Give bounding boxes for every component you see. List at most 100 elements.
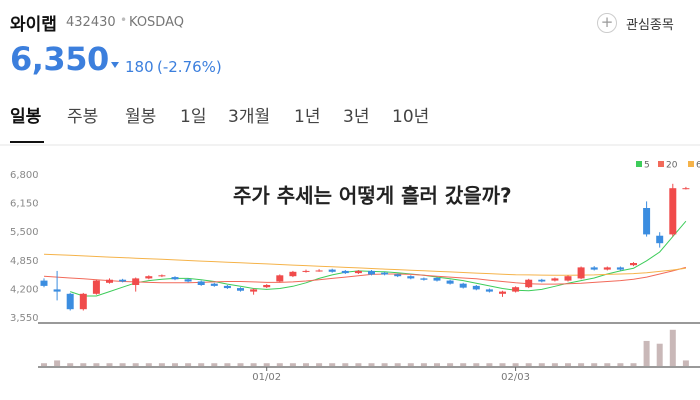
stock-code: 432430 (66, 15, 116, 30)
candle-body (79, 293, 87, 310)
tab[interactable]: 3년 (343, 107, 370, 127)
candle-body (485, 289, 493, 292)
volume-bar (420, 363, 427, 366)
candle-body (630, 263, 637, 266)
tab[interactable]: 10년 (392, 107, 430, 127)
candle-body (394, 274, 402, 277)
candle-body (512, 287, 520, 292)
candle-body (40, 280, 48, 286)
volume-bar (289, 363, 296, 366)
watch-button[interactable]: 관심종목 (626, 18, 674, 33)
volume-bar (447, 363, 454, 366)
volume-bar (669, 329, 676, 366)
volume-bar (578, 363, 585, 366)
candle-body (92, 280, 100, 294)
legend-swatch (636, 161, 642, 167)
candle-body (433, 277, 441, 281)
volume-bar (276, 363, 283, 366)
candle-body (276, 275, 284, 282)
change: 180 (125, 58, 154, 76)
volume-bar (54, 360, 61, 366)
watch-icon[interactable]: + (597, 13, 617, 33)
tab[interactable]: 월봉 (125, 107, 157, 127)
market: KOSDAQ (129, 15, 184, 30)
candle-body (643, 208, 651, 235)
candle-body (577, 267, 585, 279)
volume-bar (67, 363, 74, 366)
tab[interactable]: 주봉 (67, 107, 99, 127)
volume-bar (434, 363, 440, 366)
y-tick-label: 4,850 (10, 256, 39, 267)
change-pct: (-2.76%) (157, 58, 222, 76)
volume-bar (250, 363, 257, 366)
volume-bar (381, 363, 388, 366)
volume-bar (473, 363, 480, 366)
candle-body (525, 279, 533, 288)
candle-body (250, 289, 258, 292)
candle-body (145, 276, 153, 279)
candle-body (328, 269, 336, 272)
candle-body (263, 285, 271, 288)
volume-bar (617, 363, 624, 366)
volume-bar (342, 363, 349, 366)
price: 6,350 (10, 40, 109, 78)
candle-body (368, 270, 375, 275)
candle-body (132, 278, 140, 285)
candle-body (656, 235, 664, 244)
candle-body (223, 285, 231, 289)
ma-line (43, 266, 687, 285)
candle-body (407, 276, 415, 279)
volume-bar (80, 363, 87, 366)
volume-bar (499, 363, 506, 366)
candle-body (499, 291, 506, 294)
candle-body (171, 277, 179, 280)
candle-body (354, 270, 362, 274)
candle-body (237, 288, 244, 291)
down-arrow (111, 62, 119, 68)
tab[interactable]: 3개월 (228, 107, 271, 127)
volume-bar (303, 363, 309, 366)
legend-swatch (658, 161, 664, 167)
volume-bar (237, 363, 244, 366)
volume-bar (682, 360, 689, 366)
candle-body (381, 272, 389, 275)
y-tick-label: 3,550 (10, 313, 39, 324)
volume-bar (656, 343, 663, 366)
tab[interactable]: 1년 (294, 107, 321, 127)
annotation-bg (228, 180, 608, 212)
volume-bar (185, 363, 192, 366)
candle-body (302, 270, 310, 272)
volume-bar (316, 363, 323, 366)
volume-bar (551, 363, 558, 366)
volume-bar (198, 363, 205, 366)
tab[interactable]: 1일 (180, 107, 207, 127)
legend-label: 60 (696, 161, 700, 171)
candle-body (210, 283, 218, 286)
volume-bar (158, 363, 165, 366)
candle-body (66, 293, 74, 310)
y-tick-label: 4,200 (10, 284, 39, 295)
candle-body (551, 278, 559, 281)
candle-body (119, 279, 127, 282)
candle-body (538, 279, 546, 282)
ma-line (70, 220, 687, 297)
y-tick-label: 5,500 (10, 227, 39, 238)
tab-underline (10, 141, 44, 143)
annotation: 주가 추세는 어떻게 흘러 갔을까? (233, 184, 512, 208)
volume-bar (604, 363, 611, 366)
tab[interactable]: 일봉 (10, 107, 42, 127)
ma-line (43, 253, 686, 276)
candle-body (184, 279, 192, 282)
volume-bar (93, 363, 100, 366)
volume-bar (119, 363, 126, 366)
candle-body (158, 275, 166, 277)
volume-bar (486, 363, 493, 366)
candle-body (197, 281, 205, 285)
candle-body (616, 267, 624, 270)
volume-bar (394, 363, 401, 366)
candle-body (472, 285, 480, 290)
volume-bar (41, 363, 47, 366)
candle-body (590, 267, 598, 270)
candle-body (341, 270, 349, 274)
